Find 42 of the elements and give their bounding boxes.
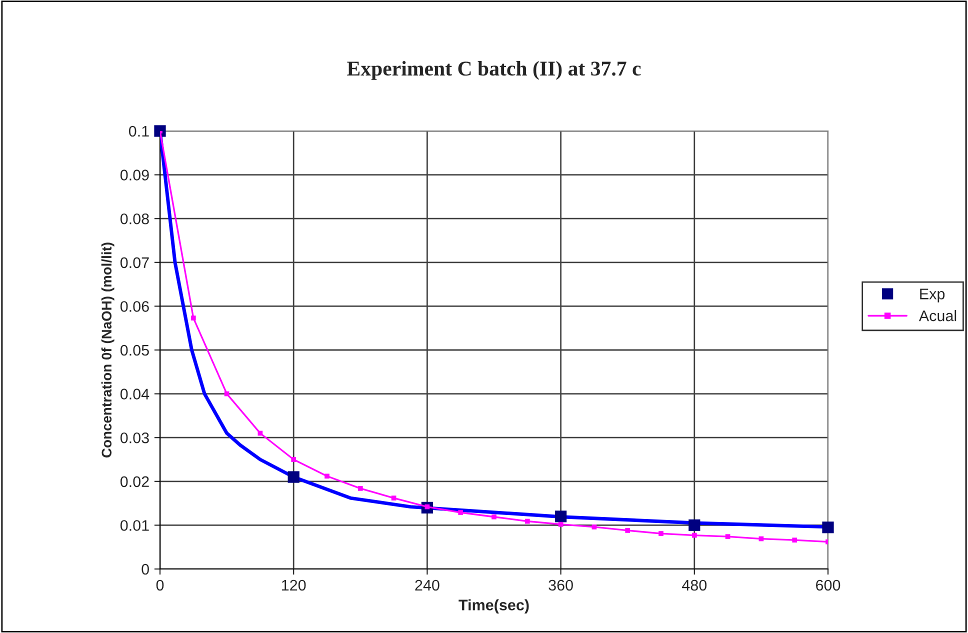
x-tick-label: 360 [548, 580, 573, 591]
point [458, 510, 464, 515]
y-tick-label: 0.1 [128, 126, 149, 137]
point [154, 125, 166, 137]
point [792, 538, 798, 543]
point [558, 522, 564, 527]
x-tick-label: 240 [415, 580, 440, 591]
y-tick-label: 0.08 [120, 213, 149, 224]
point [592, 524, 597, 530]
y-tick-label: 0 [142, 564, 149, 575]
point [725, 534, 730, 540]
x-tick-label: 120 [282, 580, 306, 591]
point [692, 532, 697, 538]
point [524, 518, 530, 524]
point [391, 496, 396, 500]
legend-label: Exp [920, 288, 945, 302]
y-tick-label: 0.09 [120, 170, 149, 180]
legend-label: Acual [918, 310, 956, 322]
y-axis-title: Concentration 0f (NaOH) (mol/lit) [101, 242, 114, 458]
chart-title: Experiment C batch (II) at 37.7 c [347, 60, 641, 80]
x-tick-label: 480 [682, 580, 707, 591]
point [554, 510, 567, 522]
y-tick-label: 0.02 [120, 476, 149, 488]
x-tick-label: 0 [156, 580, 164, 591]
y-tick-label: 0.05 [120, 344, 149, 356]
y-tick-label: 0.04 [120, 388, 150, 400]
y-tick-label: 0.01 [120, 520, 149, 531]
y-tick-label: 0.03 [120, 432, 149, 444]
point [288, 471, 300, 483]
point [688, 519, 700, 532]
x-axis-title: Time(sec) [458, 599, 529, 614]
y-tick-label: 0.07 [120, 257, 149, 268]
point [658, 531, 664, 536]
point [358, 486, 363, 491]
y-tick-label: 0.06 [120, 301, 149, 312]
point [324, 474, 330, 479]
point [291, 457, 296, 462]
point [822, 522, 834, 534]
point [625, 528, 630, 533]
point [190, 316, 196, 320]
x-tick-label: 600 [816, 580, 840, 591]
point [492, 514, 496, 520]
